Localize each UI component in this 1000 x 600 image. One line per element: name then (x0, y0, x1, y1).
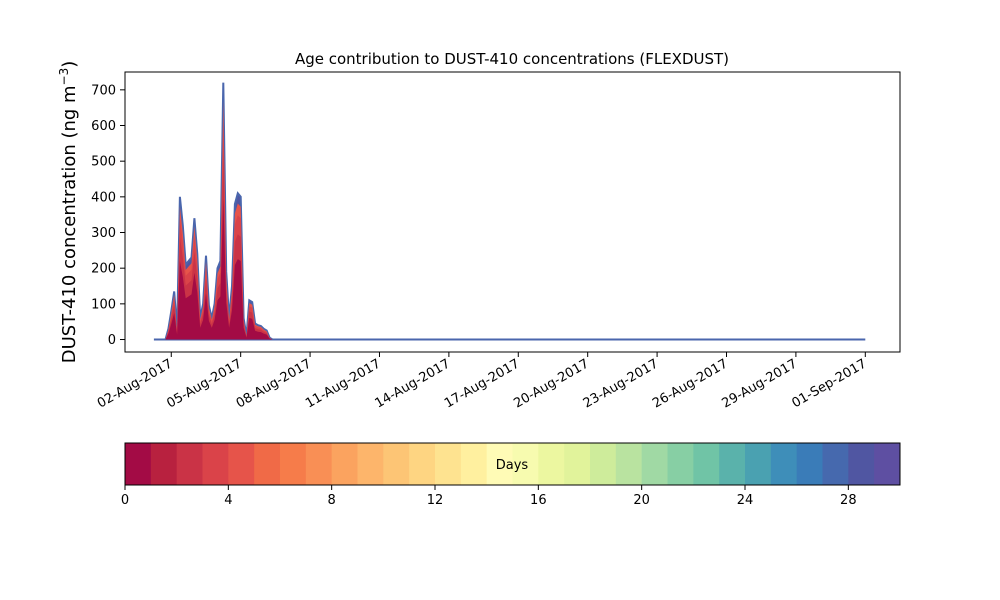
y-tick-label: 100 (91, 297, 116, 312)
colorbar-segment (331, 443, 358, 485)
colorbar-tick-label: 28 (840, 493, 857, 508)
colorbar-segment (486, 443, 513, 485)
colorbar-segment (125, 443, 152, 485)
colorbar-segment (693, 443, 720, 485)
colorbar-segment (538, 443, 565, 485)
colorbar-tick-label: 0 (121, 493, 129, 508)
colorbar-segment (590, 443, 617, 485)
colorbar-label: Days (496, 458, 529, 473)
colorbar-tick-label: 8 (328, 493, 336, 508)
colorbar-segment (228, 443, 255, 485)
y-tick-label: 700 (91, 83, 116, 98)
y-tick-label: 300 (91, 226, 116, 241)
colorbar-segment (202, 443, 229, 485)
colorbar-segment (150, 443, 178, 485)
y-axis-label-superscript: −3 (57, 68, 71, 86)
colorbar-segment (796, 443, 823, 485)
y-tick-label: 500 (91, 155, 116, 170)
colorbar-segment (822, 443, 849, 485)
colorbar-segment (409, 443, 436, 485)
colorbar-tick-label: 24 (737, 493, 754, 508)
colorbar-segment (745, 443, 772, 485)
colorbar-segment (280, 443, 307, 485)
y-axis-label-close: ) (59, 61, 80, 68)
y-tick-label: 600 (91, 119, 116, 134)
y-axis-label: DUST-410 concentration (ng m−3) (57, 61, 80, 364)
y-tick-label: 200 (91, 262, 116, 277)
colorbar-segment (460, 443, 488, 485)
plot-frame (124, 71, 901, 353)
colorbar-tick-label: 12 (427, 493, 444, 508)
colorbar-segment (305, 443, 333, 485)
colorbar-segment (176, 443, 203, 485)
colorbar-segment (848, 443, 875, 485)
colorbar-segment (383, 443, 410, 485)
colorbar-segment (435, 443, 462, 485)
colorbar-frame (124, 442, 901, 486)
age-colorbar (125, 443, 901, 485)
y-tick-label: 0 (108, 333, 116, 348)
colorbar-segment (357, 443, 384, 485)
colorbar-segment (615, 443, 643, 485)
colorbar-segment (564, 443, 591, 485)
colorbar-tick-label: 16 (530, 493, 547, 508)
colorbar-tick-label: 20 (633, 493, 650, 508)
colorbar-ticks: 0 4 8 12 16 20 24 28 (121, 485, 857, 508)
colorbar-tick-label: 4 (224, 493, 232, 508)
colorbar-segment (874, 443, 901, 485)
colorbar-segment (641, 443, 668, 485)
age-area-layer (153, 198, 866, 340)
colorbar-segment (667, 443, 694, 485)
colorbar-segment (719, 443, 746, 485)
colorbar-segment (254, 443, 281, 485)
y-axis-ticks: 0 100 200 300 400 500 600 700 (91, 83, 125, 348)
age-stack-series-layer (153, 82, 866, 341)
colorbar-segment (770, 443, 798, 485)
colorbar-segment (512, 443, 539, 485)
chart-title: Age contribution to DUST-410 concentrati… (295, 50, 729, 68)
y-tick-label: 400 (91, 190, 116, 205)
